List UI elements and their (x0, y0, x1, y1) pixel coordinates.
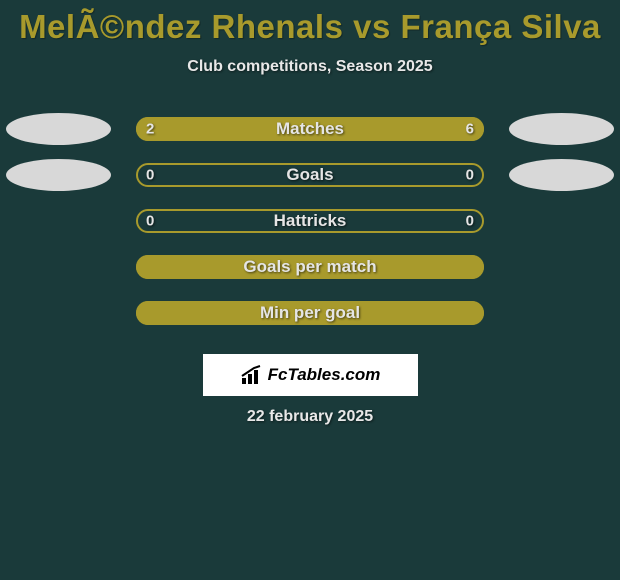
chart-icon (240, 364, 264, 386)
stat-value-left: 0 (146, 213, 154, 230)
stat-label: Goals (286, 165, 333, 185)
stat-bar: 0 0 Goals (136, 163, 484, 187)
stat-value-right: 0 (466, 213, 474, 230)
stat-label: Goals per match (243, 257, 376, 277)
spacer (6, 251, 111, 283)
player-marker-right (509, 159, 614, 191)
spacer (6, 297, 111, 329)
stat-row: 0 0 Goals (0, 152, 620, 198)
stat-value-right: 0 (466, 167, 474, 184)
stat-label: Min per goal (260, 303, 360, 323)
logo-text: FcTables.com (268, 365, 381, 385)
stat-bar: 0 0 Hattricks (136, 209, 484, 233)
spacer (509, 205, 614, 237)
spacer (6, 205, 111, 237)
stat-bar: Goals per match (136, 255, 484, 279)
stat-row: Min per goal (0, 290, 620, 336)
player-marker-left (6, 113, 111, 145)
spacer (509, 251, 614, 283)
spacer (509, 297, 614, 329)
stat-label: Hattricks (274, 211, 347, 231)
player-marker-left (6, 159, 111, 191)
stat-row: Goals per match (0, 244, 620, 290)
bar-fill-right (223, 117, 484, 141)
fctables-logo: FcTables.com (203, 354, 418, 396)
stats-list: 2 6 Matches 0 0 Goals 0 0 Hattricks Goals per mat… (0, 106, 620, 336)
stat-value-left: 0 (146, 167, 154, 184)
stat-bar: 2 6 Matches (136, 117, 484, 141)
stat-value-right: 6 (466, 121, 474, 138)
comparison-subtitle: Club competitions, Season 2025 (0, 58, 620, 76)
player-marker-right (509, 113, 614, 145)
stat-row: 2 6 Matches (0, 106, 620, 152)
stat-bar: Min per goal (136, 301, 484, 325)
comparison-title: MelÃ©ndez Rhenals vs França Silva (0, 8, 620, 46)
stat-label: Matches (276, 119, 344, 139)
stat-value-left: 2 (146, 121, 154, 138)
stat-row: 0 0 Hattricks (0, 198, 620, 244)
comparison-date: 22 february 2025 (0, 408, 620, 426)
